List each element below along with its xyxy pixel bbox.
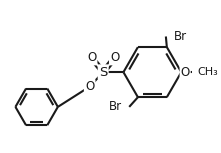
Text: O: O <box>85 80 94 93</box>
Text: CH₃: CH₃ <box>198 67 218 77</box>
Text: O: O <box>181 66 190 79</box>
Text: Br: Br <box>108 100 122 113</box>
Text: O: O <box>87 51 96 64</box>
Text: Br: Br <box>173 30 187 43</box>
Text: O: O <box>110 51 119 64</box>
Text: S: S <box>99 66 107 79</box>
